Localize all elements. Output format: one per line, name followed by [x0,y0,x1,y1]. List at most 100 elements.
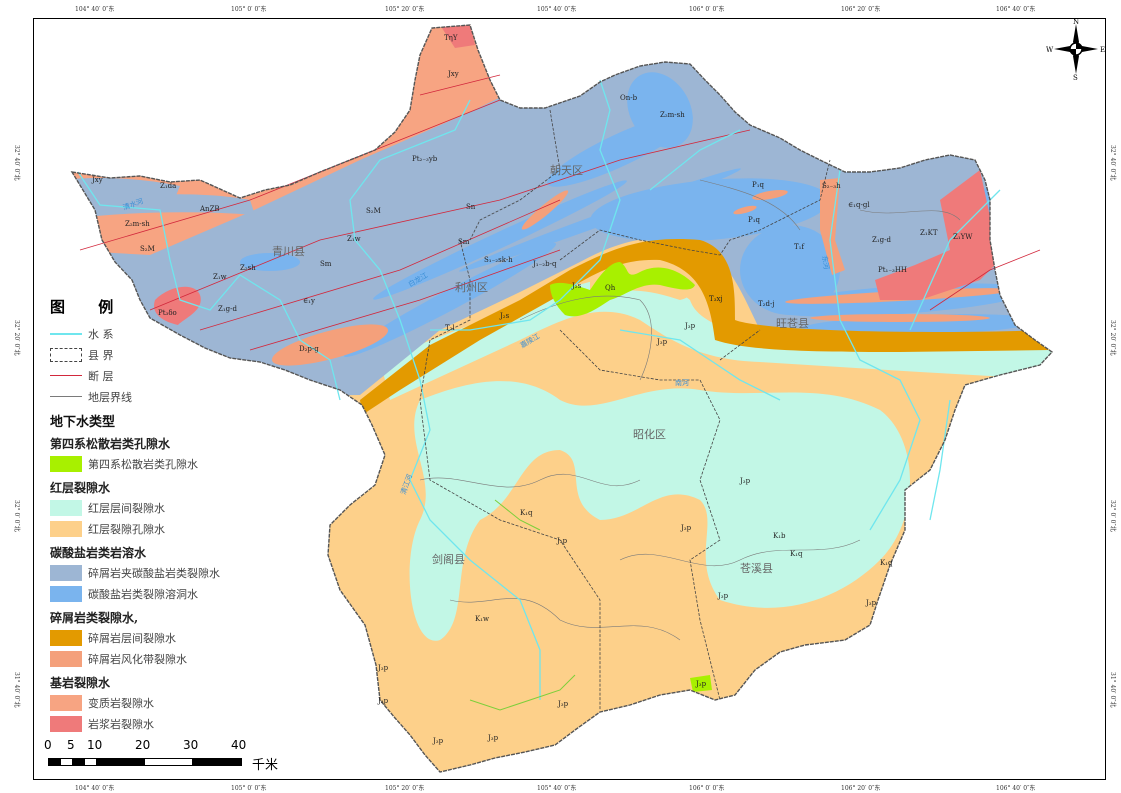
lon-label: 106° 0′ 0″东 [689,6,725,13]
lon-label: 105° 20′ 0″东 [385,6,425,13]
unit-magmatic-part [440,25,475,48]
unit-redbed-interlayer [409,381,910,641]
stratum-label: J₃p [739,477,751,485]
scale-tick: 0 [44,738,52,752]
compass-rose-icon [1054,24,1098,74]
legend-label: 碳酸盐岩类裂隙溶洞水 [88,587,198,601]
stratum-label: S₂₋₃h [822,182,841,190]
legend-item: 岩浆岩裂隙水 [50,713,250,734]
lon-label: 106° 20′ 0″东 [841,6,881,13]
legend-item: 红层层间裂隙水 [50,497,250,518]
rivers-part [829,169,921,531]
county-borders-part [469,109,561,241]
stratum-label: K₁w [475,615,489,623]
stratum-label: J₃p [432,737,444,745]
legend-label: 第四系松散岩类孔隙水 [88,457,198,471]
stratum-label: ∈₁q-gl [848,201,870,209]
legend-label: 碎屑岩夹碳酸盐岩类裂隙水 [88,566,220,580]
lon-label: 105° 0′ 0″东 [231,6,267,13]
legend-title: 图 例 [50,298,128,316]
stratum-label: Z₂sh [240,264,256,272]
compass-s: S [1073,74,1078,80]
lon-label: 105° 0′ 0″东 [231,785,267,792]
rivers [77,79,1001,700]
legend: 图 例 水 系 县 界 断 层 地层界线 地下水类型 第四系松散岩类孔隙水 第四系… [50,296,250,734]
unit-clastic-weathered-part [271,324,389,366]
stratum-label: T₃xj [709,295,723,303]
stratum-label: J₃p [656,338,668,346]
unit-magmatic-part [875,170,1000,300]
rivers-part [77,171,341,401]
stratum-label: S₁₋₂sk-h [484,256,513,264]
stratum-label: J₃p [865,599,877,607]
lon-label: 106° 20′ 0″东 [841,785,881,792]
stratum-label: Pt₂₋₃yb [412,155,438,163]
lon-label: 104° 40′ 0″东 [75,785,115,792]
stratum-label: On-b [620,94,638,102]
legend-group-title: 碳酸盐岩类岩溶水 [50,546,147,560]
stream-network-part [494,499,541,531]
stratum-label: S₂M [366,207,381,215]
unit-magmatic-part [154,286,201,325]
legend-item: 碳酸盐岩类裂隙溶洞水 [50,583,250,604]
stratum-label: Sm [458,238,470,246]
stratum-label: Qh [605,284,616,292]
scale-tick: 30 [183,738,199,752]
stratum-lines-part [699,179,801,231]
county-label-jiange: 剑阁县 [432,552,465,566]
legend-group-title: 第四系松散岩类孔隙水 [50,437,171,451]
unit-clastic-carbonate [72,178,180,200]
stratum-lines-part [419,474,641,488]
legend-swatch [50,715,82,732]
scale-segment [144,758,194,766]
county-label-qingchuan: 青川县 [272,245,305,258]
legend-swatch [50,499,82,516]
stratum-label: Z₁YW [953,233,973,241]
stratum-label: J₃p [680,524,692,532]
stratum-label: P₁q [752,181,765,189]
stratum-label: AnZB [199,205,220,213]
unit-clastic-weathered-part [752,189,788,201]
legend-label: 岩浆岩裂隙水 [88,717,154,731]
legend-label: 水 系 [88,327,114,341]
stratum-label: J₃p [695,680,707,688]
fault-lines-part [929,249,1041,311]
rivers-part [909,189,1001,331]
stratum-label: J₃p [377,697,389,705]
county-borders-part [559,159,831,261]
rivers-part [649,129,741,191]
county-borders-part [559,329,721,701]
stratum-line-swatch [50,396,82,397]
stratum-label: Pt₃δο [158,309,177,317]
fault-lines-part [79,99,501,251]
compass-rose-icon-part [1070,49,1076,55]
compass-w: W [1046,46,1054,54]
unit-carbonate-karst-part [459,168,741,272]
compass-e: E [1100,46,1105,54]
unit-carbonate-karst-part [343,242,557,358]
unit-carbonate-karst-part [740,225,840,315]
legend-group-title: 红层裂隙水 [50,481,111,495]
compass-rose-icon-part [1076,43,1082,49]
scale-tick: 20 [135,738,151,752]
stratum-label: Z₁g-d [218,305,238,313]
legend-label: 变质岩裂隙水 [88,696,154,710]
stratum-label: Z₂m-sh [125,220,150,228]
county-label-cangxi: 苍溪县 [740,562,773,575]
lon-label: 106° 40′ 0″东 [996,6,1036,13]
stratum-label: J₃p [487,734,499,742]
legend-item: 碎屑岩风化带裂隙水 [50,648,250,669]
county-label-wangcang: 旺苍县 [776,317,809,330]
legend-label: 红层层间裂隙水 [88,501,165,515]
scale-unit: 千米 [252,758,279,773]
stratum-label: J₃p [377,664,389,672]
stratum-label: J₃p [684,322,696,330]
legend-label: 红层裂隙孔隙水 [88,522,165,536]
river-label: 南河 [675,378,689,387]
stratum-label: J₂s [499,312,510,320]
unit-clastic-weathered-part [810,314,990,322]
stratum-label: Jxy [447,70,459,78]
stratum-label: Z₁da [160,182,176,190]
stratum-label: T₂l [445,324,455,332]
